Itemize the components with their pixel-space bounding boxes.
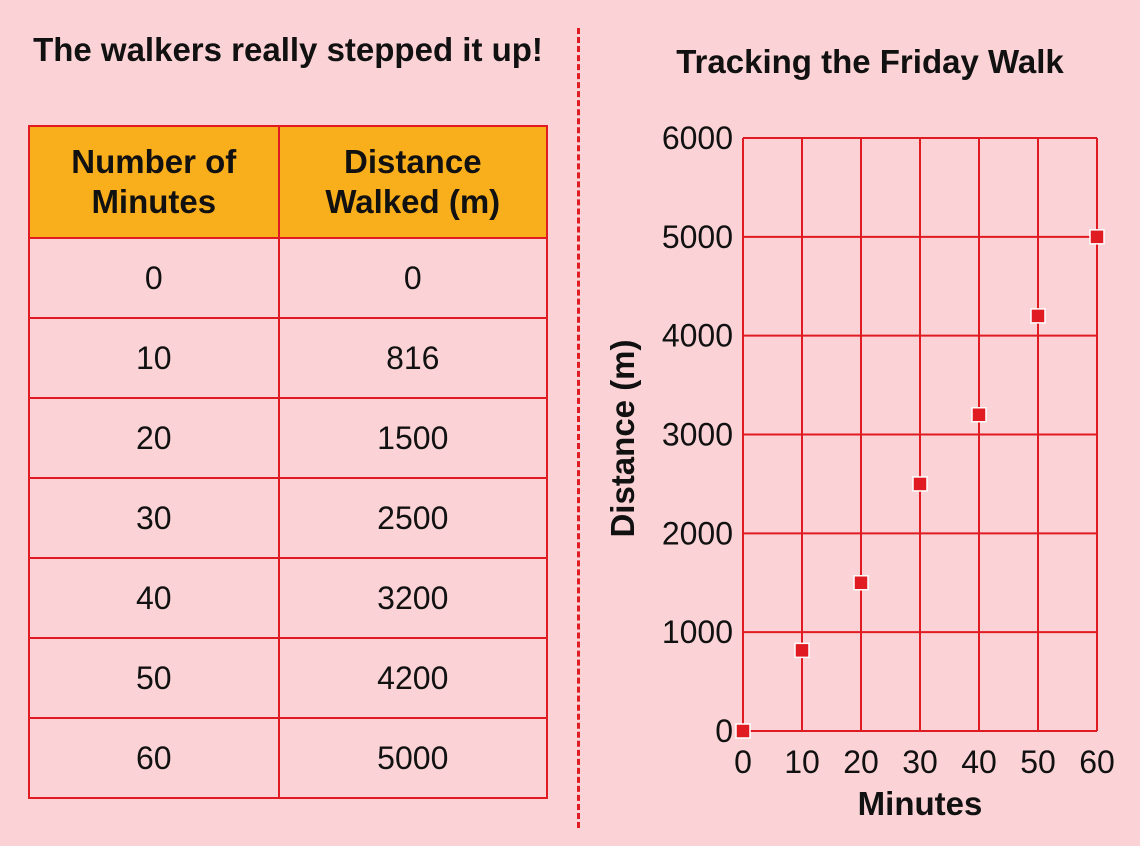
cell-minutes: 20 <box>28 397 280 479</box>
x-axis-label: Minutes <box>858 785 983 822</box>
table-row: 20 1500 <box>28 397 549 479</box>
y-axis-label: Distance (m) <box>604 339 641 537</box>
x-tick-label: 10 <box>784 744 820 780</box>
data-point <box>794 642 810 659</box>
table-row: 50 4200 <box>28 637 549 719</box>
table-header-row: Number of Minutes Distance Walked (m) <box>28 125 549 239</box>
cell-distance: 2500 <box>277 477 549 559</box>
y-tick-label: 4000 <box>662 318 733 354</box>
table-title: The walkers really stepped it up! <box>33 31 543 68</box>
cell-distance: 4200 <box>277 637 549 719</box>
data-point <box>735 723 751 739</box>
cell-distance: 0 <box>277 237 549 319</box>
chart-title: Tracking the Friday Walk <box>676 43 1064 80</box>
data-point <box>912 476 928 492</box>
y-tick-label: 6000 <box>662 120 733 156</box>
cell-minutes: 0 <box>28 237 280 319</box>
y-tick-label: 2000 <box>662 515 733 551</box>
cell-minutes: 10 <box>28 317 280 399</box>
cell-distance: 3200 <box>277 557 549 639</box>
data-point <box>853 575 869 591</box>
data-point <box>1030 308 1046 324</box>
y-tick-label: 3000 <box>662 417 733 453</box>
cell-distance: 816 <box>277 317 549 399</box>
distance-table: Number of Minutes Distance Walked (m) 0 … <box>28 125 549 799</box>
y-tick-label: 5000 <box>662 219 733 255</box>
y-tick-label: 1000 <box>662 614 733 650</box>
cell-minutes: 40 <box>28 557 280 639</box>
x-tick-label: 0 <box>734 744 752 780</box>
table-row: 40 3200 <box>28 557 549 639</box>
table-row: 30 2500 <box>28 477 549 559</box>
table-row: 60 5000 <box>28 717 549 799</box>
cell-distance: 1500 <box>277 397 549 479</box>
cell-distance: 5000 <box>277 717 549 799</box>
x-tick-label: 60 <box>1079 744 1115 780</box>
x-tick-label: 20 <box>843 744 879 780</box>
data-point <box>971 406 987 423</box>
dashed-divider <box>577 28 580 828</box>
header-minutes: Number of Minutes <box>28 125 280 239</box>
table-row: 10 816 <box>28 317 549 399</box>
table-row: 0 0 <box>28 237 549 319</box>
data-point <box>1089 229 1105 245</box>
cell-minutes: 50 <box>28 637 280 719</box>
cell-minutes: 30 <box>28 477 280 559</box>
header-distance: Distance Walked (m) <box>277 125 549 239</box>
x-tick-label: 40 <box>961 744 997 780</box>
y-tick-label: 0 <box>715 713 733 749</box>
cell-minutes: 60 <box>28 717 280 799</box>
x-tick-label: 50 <box>1020 744 1056 780</box>
x-tick-label: 30 <box>902 744 938 780</box>
